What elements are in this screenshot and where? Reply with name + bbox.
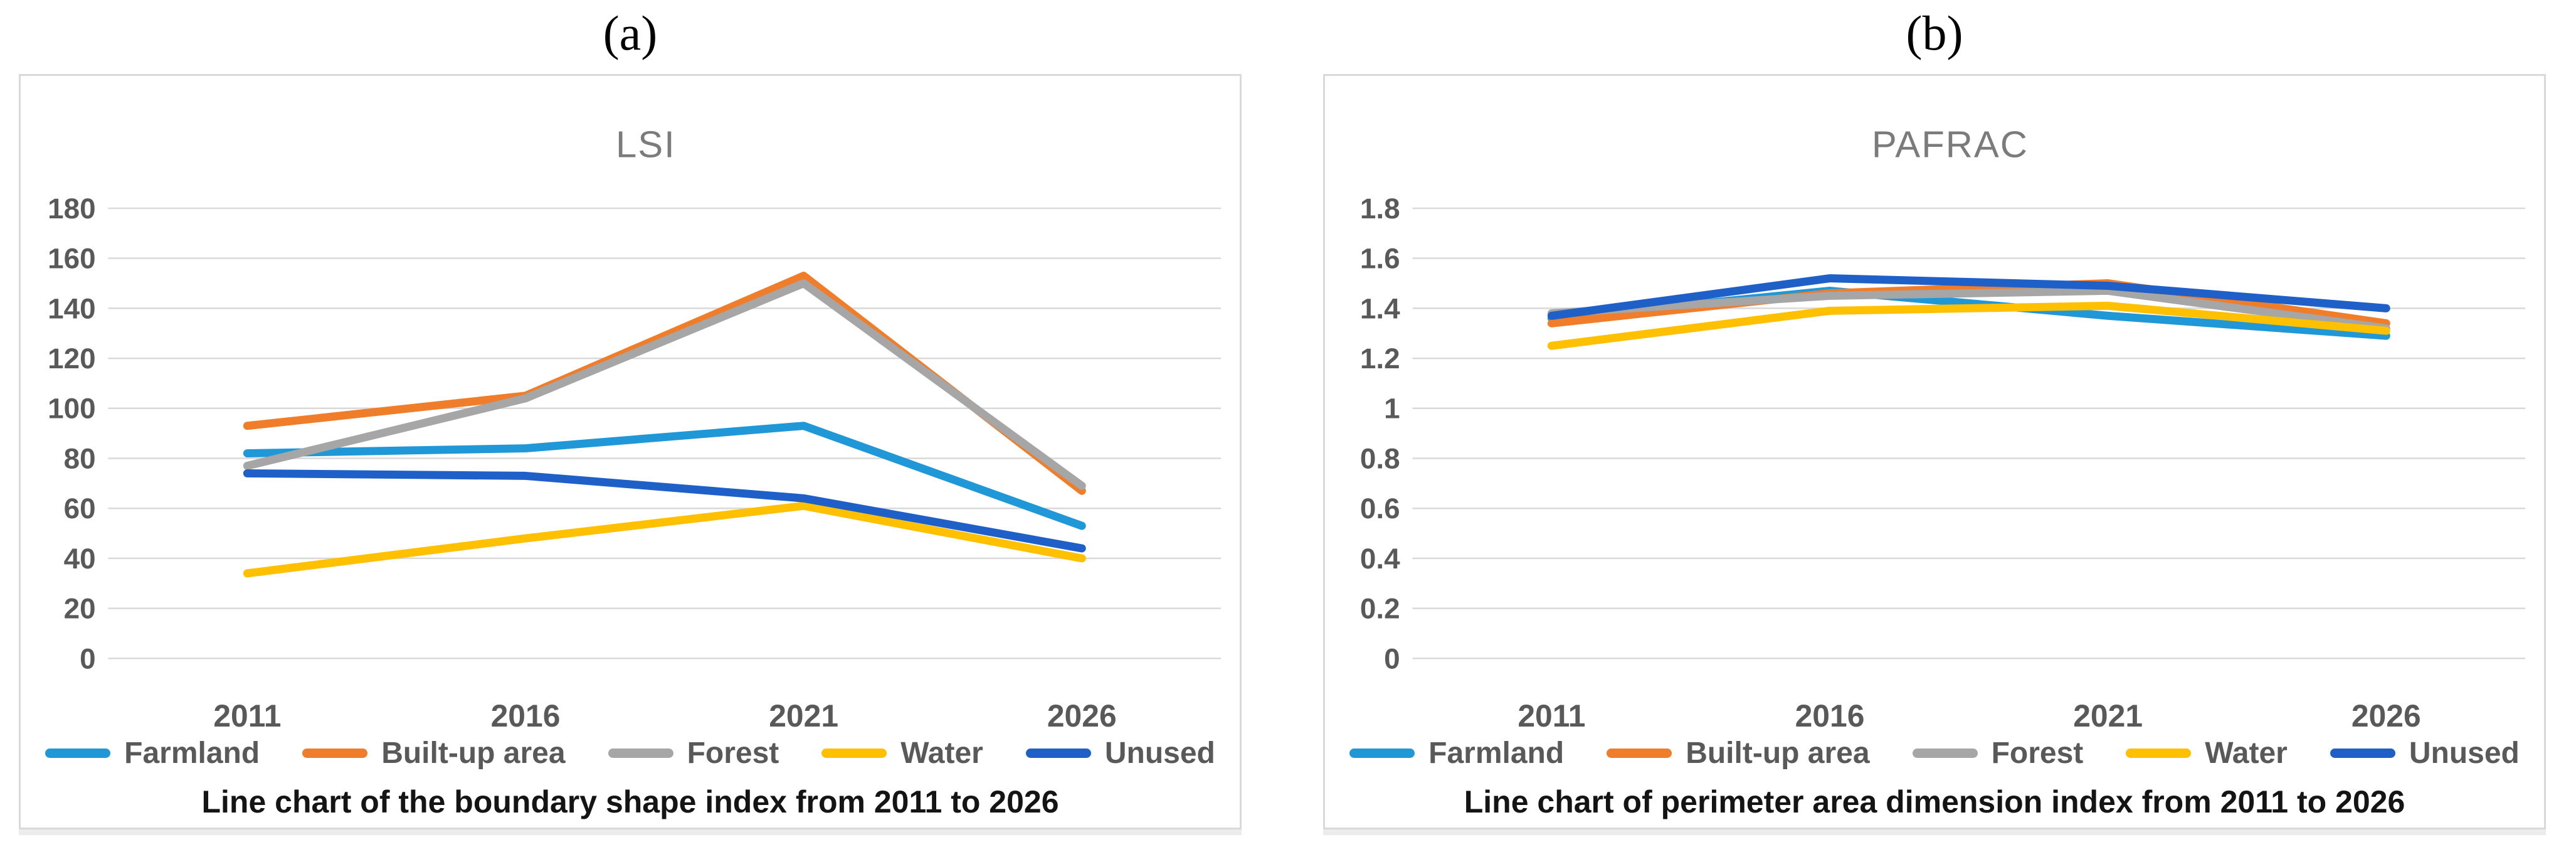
- svg-text:0: 0: [80, 642, 96, 674]
- unused-line-swatch: [2330, 749, 2395, 758]
- legend-item-farmland: Farmland: [45, 736, 260, 770]
- legend-label-built-up-area: Built-up area: [381, 737, 566, 770]
- legend-item-water: Water: [2126, 736, 2288, 770]
- svg-text:160: 160: [48, 243, 95, 275]
- forest-line-swatch: [1912, 749, 1978, 758]
- legend-label-water: Water: [900, 737, 983, 770]
- svg-text:2011: 2011: [1518, 698, 1585, 733]
- svg-text:2026: 2026: [1047, 698, 1117, 733]
- legend-item-built-up-area: Built-up area: [1607, 736, 1870, 770]
- svg-text:0.4: 0.4: [1360, 543, 1400, 575]
- svg-text:120: 120: [48, 343, 95, 375]
- panel-label-a: (a): [603, 6, 658, 60]
- svg-text:40: 40: [64, 543, 96, 575]
- svg-text:60: 60: [64, 493, 96, 525]
- pafrac-plot-area: PAFRAC 1.8 1.6 1.4 1.2 1 0.8 0.6 0.4 0.2 0 2011 2016…: [1360, 123, 2526, 733]
- svg-text:1.8: 1.8: [1360, 193, 1400, 225]
- farmland-line-swatch: [1349, 749, 1415, 758]
- lsi-caption: Line chart of the boundary shape index f…: [201, 784, 1059, 819]
- legend-item-unused: Unused: [1025, 736, 1215, 770]
- svg-text:2016: 2016: [1795, 698, 1865, 733]
- svg-text:1: 1: [1384, 393, 1400, 425]
- legend-label-water: Water: [2205, 737, 2288, 770]
- svg-text:1.6: 1.6: [1360, 243, 1400, 275]
- svg-text:1.2: 1.2: [1360, 343, 1400, 375]
- pafrac-chart-panel: PAFRAC 1.8 1.6 1.4 1.2 1 0.8 0.6 0.4 0.2 0 2011 2016…: [1323, 74, 2546, 829]
- lsi-legend: Farmland Built-up area Forest Water Unus…: [21, 736, 1240, 770]
- lsi-chart-panel: LSI 180 160 140 120 100 80 60 40 20 0 2011 2016 2021 2…: [19, 74, 1242, 829]
- svg-text:2016: 2016: [491, 698, 561, 733]
- legend-label-farmland: Farmland: [124, 737, 260, 770]
- legend-label-built-up-area: Built-up area: [1686, 737, 1870, 770]
- pafrac-legend: Farmland Built-up area Forest Water Unus…: [1325, 736, 2544, 770]
- svg-text:2021: 2021: [2073, 698, 2143, 733]
- legend-item-forest: Forest: [608, 736, 779, 770]
- svg-text:2021: 2021: [769, 698, 838, 733]
- svg-text:0.6: 0.6: [1360, 493, 1400, 525]
- pafrac-caption: Line chart of perimeter area dimension i…: [1464, 784, 2405, 819]
- legend-label-farmland: Farmland: [1428, 737, 1565, 770]
- svg-text:2011: 2011: [213, 698, 281, 733]
- svg-text:0.2: 0.2: [1360, 593, 1400, 625]
- svg-text:PAFRAC: PAFRAC: [1872, 123, 2029, 165]
- panel-label-b: (b): [1906, 6, 1963, 60]
- unused-line-swatch: [1025, 749, 1091, 758]
- built-up-area-line-swatch: [302, 749, 368, 758]
- legend-label-forest: Forest: [1991, 737, 2084, 770]
- legend-label-forest: Forest: [687, 737, 779, 770]
- farmland-line-swatch: [45, 749, 111, 758]
- legend-label-unused: Unused: [2409, 737, 2520, 770]
- svg-text:1.4: 1.4: [1360, 292, 1400, 324]
- built-up-area-line-swatch: [1607, 749, 1672, 758]
- svg-text:LSI: LSI: [616, 123, 676, 165]
- legend-label-unused: Unused: [1104, 737, 1215, 770]
- legend-item-built-up-area: Built-up area: [302, 736, 566, 770]
- svg-text:2026: 2026: [2352, 698, 2421, 733]
- svg-text:0.8: 0.8: [1360, 442, 1400, 474]
- legend-item-unused: Unused: [2330, 736, 2520, 770]
- svg-text:140: 140: [48, 292, 95, 324]
- svg-text:100: 100: [48, 393, 95, 425]
- legend-item-forest: Forest: [1912, 736, 2084, 770]
- svg-text:180: 180: [48, 193, 95, 225]
- forest-line-swatch: [608, 749, 673, 758]
- water-line-swatch: [2126, 749, 2192, 758]
- legend-item-farmland: Farmland: [1349, 736, 1564, 770]
- svg-text:20: 20: [64, 593, 96, 625]
- svg-text:0: 0: [1384, 642, 1400, 674]
- water-line-swatch: [821, 749, 887, 758]
- legend-item-water: Water: [821, 736, 983, 770]
- svg-text:80: 80: [64, 442, 96, 474]
- lsi-plot-area: LSI 180 160 140 120 100 80 60 40 20 0 2011 2016 2021 2…: [48, 123, 1222, 733]
